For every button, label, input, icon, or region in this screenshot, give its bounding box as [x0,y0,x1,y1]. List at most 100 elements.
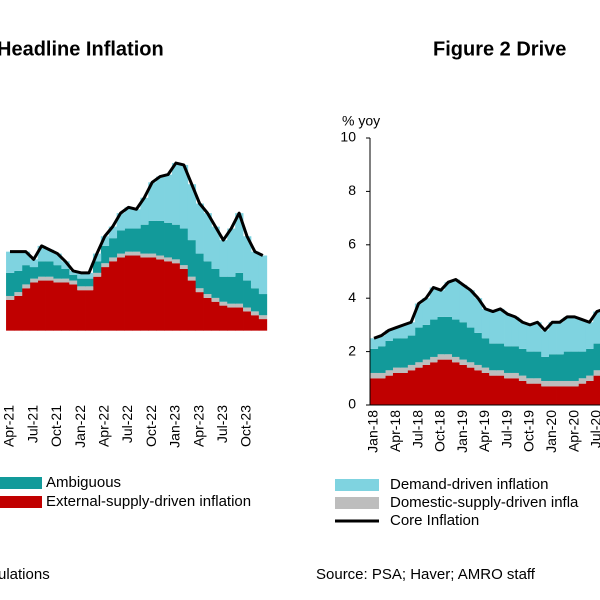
bar-segment [489,375,497,405]
x-tick-label: Apr-20 [565,410,581,452]
bar-segment [429,356,438,363]
bar-segment [585,380,594,405]
bar-segment [37,280,46,331]
bar-segment [132,255,141,331]
bar-segment [258,255,268,295]
bar-segment [29,259,39,268]
bar-segment [556,380,564,387]
bar-segment [459,364,468,405]
bar-segment [13,295,23,331]
bar-segment [541,330,550,357]
bar-segment [526,383,535,405]
x-tick-label: Jan-19 [454,410,470,453]
x-tick-label: Jul-21 [24,405,40,443]
x-tick-label: Jan-22 [72,405,88,448]
x-tick-label: Oct-18 [432,410,448,452]
bar-segment [77,278,86,287]
bar-segment [429,287,438,320]
x-tick-label: Jan-20 [543,410,559,453]
bar-segment [171,224,181,260]
bar-segment [61,282,70,331]
bar-segment [541,386,550,405]
bar-segment [29,267,39,279]
bar-segment [187,184,197,241]
bar-segment [92,253,102,262]
bar-segment [45,261,54,277]
bar-segment [474,298,483,333]
bar-segment [227,228,236,277]
y-tick-label: 8 [348,182,356,198]
bar-segment [556,386,564,405]
bar-segment [452,279,460,320]
bar-segment [85,278,94,287]
bar-segment [116,213,125,231]
bar-segment [124,228,133,252]
bar-segment [164,257,173,262]
bar-segment [187,276,197,281]
bar-segment [511,378,520,405]
bar-segment [429,362,438,405]
bar-segment [203,213,212,262]
bar-segment [258,294,268,316]
bar-segment [377,378,386,405]
bar-segment [481,338,490,368]
y-tick-label: 2 [348,342,356,358]
bar-segment [53,282,62,331]
bar-segment [219,301,228,306]
x-tick-label: Apr-21 [1,405,17,447]
bar-segment [407,364,416,371]
bar-segment [219,240,228,277]
bar-segment [179,265,189,269]
bar-segment [6,295,15,300]
bar-segment [203,297,212,331]
bar-segment [377,346,386,373]
bar-segment [243,236,252,281]
x-tick-label: Jan-18 [365,410,381,453]
bar-segment [392,338,401,368]
bar-segment [124,251,133,256]
bar-segment [227,303,236,308]
bar-segment [414,367,423,405]
bar-segment [437,316,445,355]
bar-segment [100,263,110,268]
bar-segment [578,351,587,379]
legend-label: Demand-driven inflation [390,476,548,493]
bar-segment [422,324,431,360]
bar-segment [171,263,181,331]
bar-segment [100,267,110,331]
bar-segment [556,354,564,381]
bar-segment [243,311,252,331]
bar-segment [148,182,157,221]
bar-segment [563,351,572,381]
bar-segment [21,284,31,289]
bar-segment [211,269,220,298]
bar-segment [400,338,408,368]
bar-segment [474,370,483,405]
bar-segment [29,282,39,331]
bar-segment [496,375,505,405]
x-tick-label: Oct-22 [143,405,159,447]
legend-label: Core Inflation [390,512,479,529]
bar-segment [37,276,46,281]
bar-segment [124,207,133,229]
bar-segment [400,324,408,339]
bar-segment [140,197,149,225]
bar-segment [392,327,401,339]
bar-segment [385,330,393,341]
x-tick-label: Apr-18 [387,410,403,452]
bar-segment [504,378,512,405]
bar-segment [171,163,181,225]
legend-swatch [335,479,379,491]
bar-segment [578,319,587,352]
bar-segment [171,259,181,264]
bar-segment [13,251,23,271]
bar-segment [377,372,386,379]
bar-segment [37,245,46,262]
bar-segment [556,322,564,355]
bar-segment [124,255,133,331]
bar-segment [148,253,157,258]
bar-segment [504,346,512,373]
bar-segment [563,316,572,352]
bar-segment [6,299,15,331]
bar-segment [489,370,497,376]
